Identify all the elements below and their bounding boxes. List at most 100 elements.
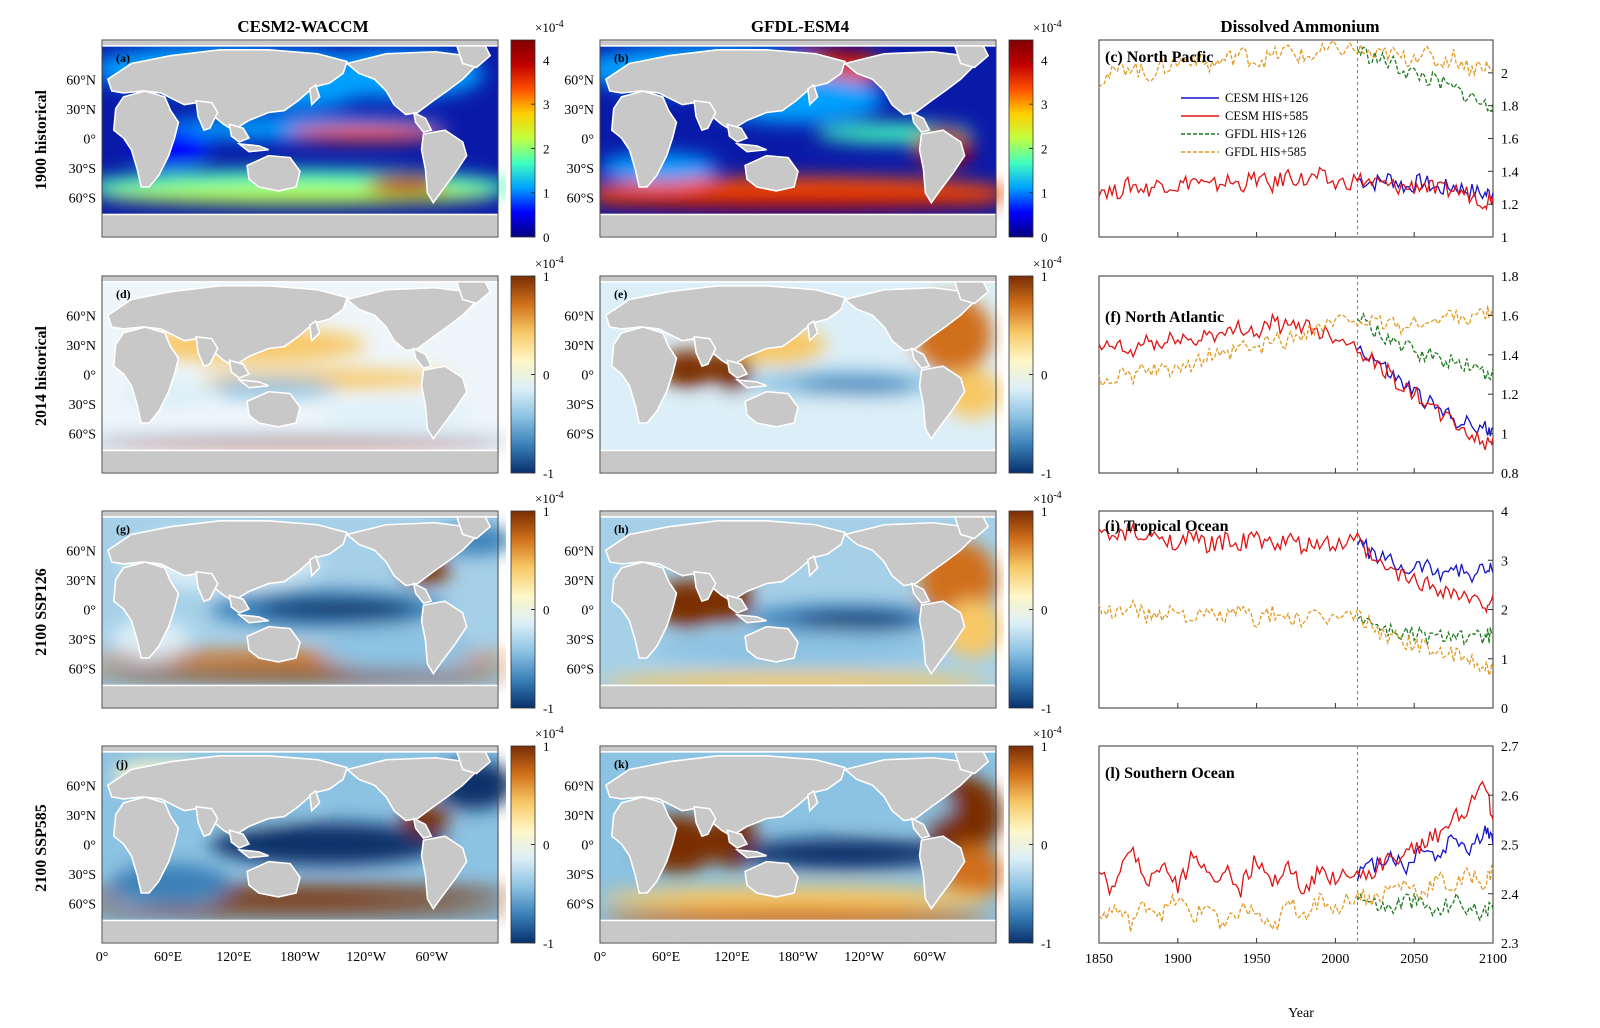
y-tick-label: 1.4 [1501,165,1519,180]
region-title: (i) Tropical Ocean [1105,518,1229,535]
lat-tick-label: 0° [83,604,96,619]
x-tick-label: 2100 [1479,952,1507,967]
lon-tick-label: 0° [96,950,109,965]
lat-tick-label: 30°S [69,633,96,648]
series-line [1356,825,1494,882]
colorbar-tick-label: 0 [1041,368,1048,383]
lon-tick-label: 60°E [154,950,182,965]
region-title: (f) North Atlantic [1105,309,1224,326]
lat-tick-label: 60°S [69,898,96,913]
lat-tick-label: 30°S [69,162,96,177]
map-panel-tag: (j) [116,757,128,771]
lat-tick-label: 30°S [567,868,594,883]
map-panel-tag: (a) [116,51,130,65]
row-label-2014: 2014 historical [33,325,50,426]
map-field-blob [600,193,1002,210]
y-tick-label: 2.4 [1501,888,1519,903]
map-panel: (e) [599,275,1002,474]
y-tick-label: 1.8 [1501,100,1519,115]
colorbar-tick-label: -1 [1041,701,1052,716]
map-frame [101,275,499,474]
colorbar [510,39,536,238]
lon-tick-label: 60°E [652,950,680,965]
region-title: (l) Southern Ocean [1105,765,1235,782]
colorbar-tick-label: 2 [1041,141,1048,156]
map-field-blob [796,847,914,864]
column-title-gfdl: GFDL-ESM4 [751,17,850,36]
colorbar-tick-label: -1 [1041,466,1052,481]
row-label-2100-ssp585: 2100 SSP585 [33,804,50,892]
y-tick-label: 2 [1501,67,1508,82]
region-title: (c) North Pacfic [1105,49,1213,66]
lat-tick-label: 30°N [66,103,96,118]
map-field-blob [796,612,914,629]
colorbar-tick-label: -1 [543,466,554,481]
map-field-blob [249,830,426,858]
map-panel-tag: (b) [614,51,629,65]
series-line [1098,864,1494,932]
y-tick-label: 1.2 [1501,198,1519,213]
map-field-blob [366,175,446,195]
colorbar-tick-label: 1 [1041,504,1048,519]
series-line [1098,166,1494,211]
y-tick-label: 1 [1501,428,1508,443]
colorbars: ×10-443210×10-443210×10-410-1×10-410-1×1… [510,19,1062,951]
lon-tick-label: 60°W [415,950,449,965]
line-panel: 0.8 1 1.2 1.4 1.6 1.8 (f) North Atlantic [1098,270,1519,482]
colorbar-tick-label: 0 [543,230,550,245]
lon-tick-label: 120°E [216,950,251,965]
y-tick-label: 3 [1501,554,1508,569]
series-line [1098,39,1494,88]
map-panel: (a) [101,39,506,238]
series-line [1356,537,1494,584]
time-series-panels: 1 1.2 1.4 1.6 1.8 2 (c) North Pacfic CESM HIS+1… [1085,39,1519,967]
map-field-blob [600,886,993,910]
y-tick-label: 1.4 [1501,349,1519,364]
map-field-blob [111,863,230,903]
legend-label: CESM HIS+585 [1225,109,1308,123]
lat-tick-label: 60°N [66,309,96,324]
x-tick-label: 1950 [1243,952,1271,967]
lon-tick-label: 120°E [714,950,749,965]
y-tick-label: 2 [1501,604,1508,619]
colorbar-tick-label: 0 [543,603,550,618]
map-panel-tag: (d) [116,287,131,301]
lat-tick-label: 0° [581,369,594,384]
map-panel-tag: (h) [614,522,629,536]
map-panel-tag: (e) [614,287,627,301]
map-frame [599,745,997,944]
lat-tick-label: 30°N [66,809,96,824]
lat-tick-label: 60°N [564,544,594,559]
lat-tick-label: 60°S [567,898,594,913]
series-line [1356,46,1494,113]
y-tick-label: 1.6 [1501,133,1519,148]
lat-tick-label: 30°S [567,398,594,413]
lat-tick-label: 0° [581,133,594,148]
lat-tick-label: 30°N [66,574,96,589]
colorbar-tick-label: 0 [543,838,550,853]
y-tick-label: 0 [1501,702,1508,717]
colorbar-tick-label: -1 [1041,936,1052,951]
lon-tick-label: 0° [594,950,607,965]
y-tick-label: 1.2 [1501,388,1519,403]
lon-tick-label: 60°W [913,950,947,965]
colorbar-tick-label: 1 [1041,186,1048,201]
map-field-blob [102,440,504,449]
lat-tick-label: 60°N [564,779,594,794]
map-field-blob [258,599,416,619]
colorbar-tick-label: 1 [543,269,550,284]
colorbar-tick-label: 0 [1041,603,1048,618]
lat-tick-label: 60°N [66,779,96,794]
series-line [1098,305,1494,387]
x-tick-label: 1900 [1164,952,1192,967]
colorbar-tick-label: 0 [1041,230,1048,245]
series-line [1357,615,1494,647]
lat-tick-label: 30°N [66,339,96,354]
map-panel: (g) [101,510,506,709]
lat-tick-label: 60°S [69,428,96,443]
x-tick-label: 1850 [1085,952,1113,967]
lat-tick-label: 30°N [564,574,594,589]
legend-label: GFDL HIS+126 [1225,127,1306,141]
colorbar [510,275,536,474]
